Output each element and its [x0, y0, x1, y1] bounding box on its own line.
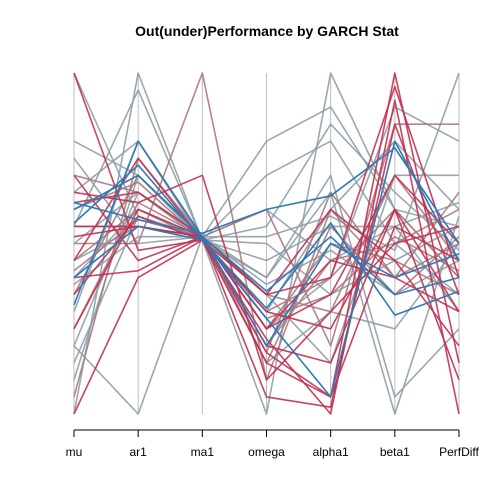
- series-line-14: [73, 140, 460, 398]
- series-lines: [73, 72, 460, 415]
- series-line-4: [73, 123, 460, 409]
- x-tick-label-beta1: beta1: [380, 445, 410, 459]
- series-line-13: [73, 147, 460, 244]
- series-line-7: [73, 157, 460, 398]
- series-line-16: [73, 174, 460, 347]
- x-tick-label-mu: mu: [66, 445, 83, 459]
- series-line-1: [73, 72, 460, 415]
- x-tick-label-ma1: ma1: [191, 445, 215, 459]
- x-tick-label-ar1: ar1: [129, 445, 147, 459]
- x-axis: mu ar1 ma1 omega alpha1 beta1 PerfDiff: [66, 429, 480, 459]
- x-tick-label-omega: omega: [248, 445, 285, 459]
- series-line-10: [73, 174, 460, 381]
- series-line-2: [73, 72, 460, 398]
- chart-title: Out(under)Performance by GARCH Stat: [135, 23, 399, 39]
- series-line-12: [73, 140, 460, 306]
- x-tick-label-PerfDiff: PerfDiff: [439, 445, 479, 459]
- x-tick-label-alpha1: alpha1: [313, 445, 349, 459]
- series-line-15: [73, 164, 460, 316]
- series-line-9: [73, 208, 460, 415]
